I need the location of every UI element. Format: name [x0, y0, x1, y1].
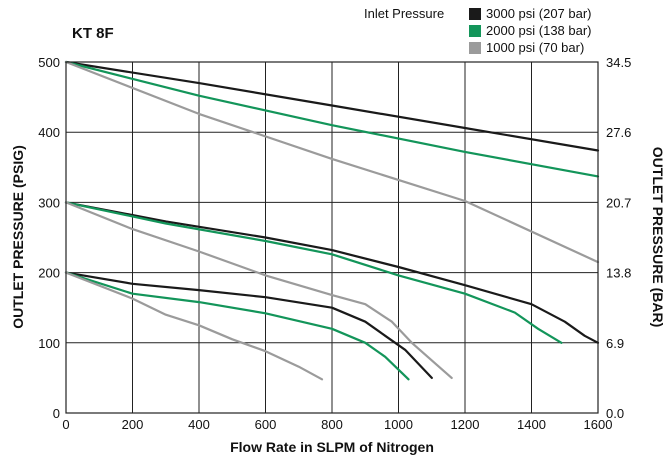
y-right-tick-label: 0.0 [606, 406, 624, 421]
y-right-axis-ticks: 0.0 6.9 13.8 20.7 27.6 34.5 [606, 55, 631, 421]
x-tick-label: 1200 [451, 417, 480, 432]
x-tick-label: 1600 [584, 417, 613, 432]
x-tick-label: 0 [62, 417, 69, 432]
series-line [64, 271, 433, 379]
y-right-axis-label: OUTLET PRESSURE (BAR) [650, 147, 666, 327]
x-axis-label: Flow Rate in SLPM of Nitrogen [230, 439, 434, 455]
series-line [64, 271, 324, 381]
legend-label-3000-psi: 3000 psi (207 bar) [486, 6, 592, 21]
y-tick-label: 200 [38, 266, 60, 281]
y-axis-label: OUTLET PRESSURE (PSIG) [10, 145, 26, 329]
x-tick-label: 200 [122, 417, 144, 432]
grid [66, 62, 598, 413]
legend-title: Inlet Pressure [364, 6, 444, 21]
y-tick-label: 100 [38, 336, 60, 351]
legend-swatch-1000-psi [469, 42, 481, 54]
series-line [64, 201, 563, 344]
legend-swatch-2000-psi [469, 25, 481, 37]
legend-label-2000-psi: 2000 psi (138 bar) [486, 23, 592, 38]
legend: Inlet Pressure 3000 psi (207 bar) 2000 p… [364, 6, 592, 55]
x-axis-ticks: 0 200 400 600 800 1000 1200 1400 1600 [62, 417, 612, 432]
series-line [64, 271, 410, 381]
y-right-tick-label: 34.5 [606, 55, 631, 70]
y-right-tick-label: 27.6 [606, 125, 631, 140]
legend-swatch-3000-psi [469, 8, 481, 20]
y-tick-label: 500 [38, 55, 60, 70]
series-line [64, 201, 600, 344]
y-axis-ticks: 0 100 200 300 400 500 [38, 55, 60, 421]
y-tick-label: 0 [53, 406, 60, 421]
legend-label-1000-psi: 1000 psi (70 bar) [486, 40, 584, 55]
x-tick-label: 1000 [384, 417, 413, 432]
series-line [64, 201, 453, 379]
series-line [64, 60, 600, 178]
y-right-tick-label: 13.8 [606, 266, 631, 281]
x-tick-label: 1400 [517, 417, 546, 432]
chart-title: KT 8F [72, 25, 114, 42]
series-group [64, 60, 600, 381]
y-tick-label: 300 [38, 195, 60, 210]
x-tick-label: 600 [255, 417, 277, 432]
x-tick-label: 400 [188, 417, 210, 432]
series-line [64, 60, 600, 264]
y-right-tick-label: 20.7 [606, 195, 631, 210]
x-tick-label: 800 [321, 417, 343, 432]
plot-frame [65, 61, 599, 414]
y-right-tick-label: 6.9 [606, 336, 624, 351]
y-tick-label: 400 [38, 125, 60, 140]
series-line [64, 60, 600, 152]
